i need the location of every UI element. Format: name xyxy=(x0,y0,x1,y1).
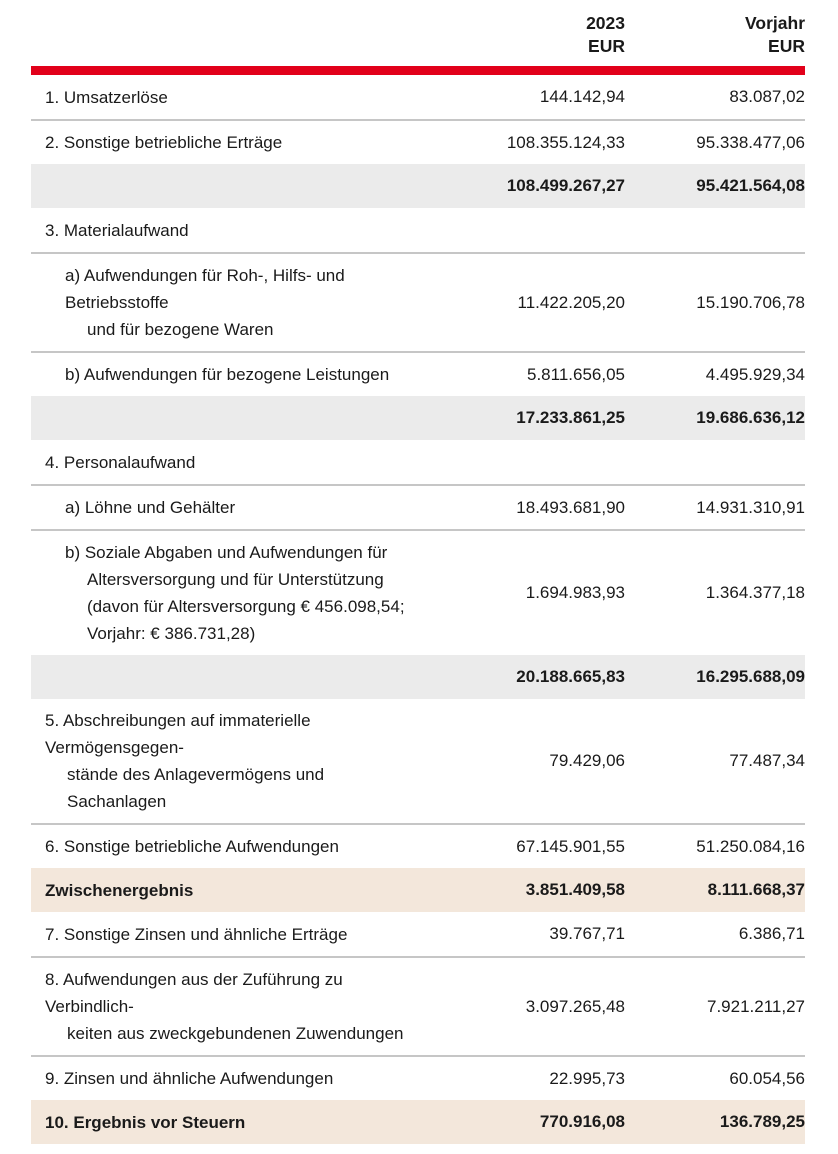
table-row: 3. Materialaufwand xyxy=(31,208,805,252)
value-current-year: 3.851.409,58 xyxy=(525,880,625,899)
table-row: 7. Sonstige Zinsen und ähnliche Erträge 3… xyxy=(31,912,805,956)
value-prior-year: 8.111.668,37 xyxy=(707,880,805,899)
accent-bar xyxy=(31,66,805,75)
table-row: a) Löhne und Gehälter 18.493.681,90 14.931… xyxy=(31,484,805,529)
table-row: 6. Sonstige betriebliche Aufwendungen 67.… xyxy=(31,823,805,868)
row-label: 7. Sonstige Zinsen und ähnliche Erträge xyxy=(45,924,348,944)
value-prior-year: 51.250.084,16 xyxy=(696,836,805,856)
value-prior-year: 136.789,25 xyxy=(719,1112,805,1131)
table-row: 108.499.267,27 95.421.564,08 xyxy=(31,164,805,208)
value-current-year: 1.694.983,93 xyxy=(525,583,625,602)
value-prior-year: 83.087,02 xyxy=(729,87,805,106)
table-body: 1. Umsatzerlöse 144.142,94 83.087,02 2. Son… xyxy=(31,75,805,1154)
column-header-prior-unit: EUR xyxy=(768,36,805,56)
table-row: 5. Abschreibungen auf immaterielle Vermö… xyxy=(31,699,805,823)
value-current-year: 20.188.665,83 xyxy=(516,667,625,686)
value-current-year: 22.995,73 xyxy=(549,1068,625,1088)
column-header-prior: Vorjahr EUR xyxy=(625,12,805,58)
value-prior-year: 15.190.706,78 xyxy=(696,292,805,312)
value-current-year: 108.355.124,33 xyxy=(506,132,625,152)
table-row: 2. Sonstige betriebliche Erträge 108.355.… xyxy=(31,119,805,164)
row-label: 10. Ergebnis vor Steuern xyxy=(45,1112,246,1132)
table-row: a) Aufwendungen für Roh-, Hilfs- und Bet… xyxy=(31,252,805,351)
table-row: 9. Zinsen und ähnliche Aufwendungen 22.99… xyxy=(31,1055,805,1100)
row-label: b) Soziale Abgaben und Aufwendungen für A… xyxy=(65,543,405,643)
value-prior-year: 16.295.688,09 xyxy=(696,667,805,686)
row-label: 8. Aufwendungen aus der Zuführung zu Ver… xyxy=(45,970,404,1043)
row-label: 6. Sonstige betriebliche Aufwendungen xyxy=(45,837,339,856)
row-label: a) Löhne und Gehälter xyxy=(65,498,236,517)
column-header-year: 2023 xyxy=(586,13,625,33)
row-label: 9. Zinsen und ähnliche Aufwendungen xyxy=(45,1069,334,1088)
row-label: 5. Abschreibungen auf immaterielle Vermö… xyxy=(45,711,325,811)
value-prior-year: 95.338.477,06 xyxy=(696,132,805,152)
table-row: 10. Ergebnis vor Steuern 770.916,08 136.78… xyxy=(31,1100,805,1144)
row-label: 2. Sonstige betriebliche Erträge xyxy=(45,133,283,152)
value-prior-year: 4.495.929,34 xyxy=(705,364,805,384)
value-current-year: 144.142,94 xyxy=(539,87,625,106)
value-current-year: 67.145.901,55 xyxy=(516,836,625,856)
value-current-year: 39.767,71 xyxy=(549,924,625,943)
table-row: 1. Umsatzerlöse 144.142,94 83.087,02 xyxy=(31,75,805,119)
column-header-year-unit: EUR xyxy=(588,36,625,56)
header-spacer xyxy=(31,12,435,58)
row-label: a) Aufwendungen für Roh-, Hilfs- und Bet… xyxy=(65,266,345,339)
table-row: 11. Sonstige Steuern290.332,80215.894,14 xyxy=(31,1144,805,1154)
value-prior-year: 77.487,34 xyxy=(729,751,805,770)
value-prior-year: 7.921.211,27 xyxy=(707,996,805,1016)
profit-loss-table: 2023 EUR Vorjahr EUR 1. Umsatzerlöse 144.… xyxy=(31,12,805,1154)
value-current-year: 3.097.265,48 xyxy=(525,996,625,1016)
value-current-year: 11.422.205,20 xyxy=(517,292,625,312)
table-row: 4. Personalaufwand xyxy=(31,440,805,484)
table-row: 8. Aufwendungen aus der Zuführung zu Ver… xyxy=(31,956,805,1055)
row-label: 3. Materialaufwand xyxy=(45,220,189,240)
value-prior-year: 1.364.377,18 xyxy=(705,583,805,602)
value-prior-year: 6.386,71 xyxy=(738,924,805,943)
column-header-current: 2023 EUR xyxy=(435,12,625,58)
value-prior-year: 95.421.564,08 xyxy=(696,176,805,195)
table-row: b) Soziale Abgaben und Aufwendungen für A… xyxy=(31,529,805,655)
column-header-prior-label: Vorjahr xyxy=(745,13,805,33)
table-row: 20.188.665,83 16.295.688,09 xyxy=(31,655,805,699)
value-current-year: 79.429,06 xyxy=(549,751,625,770)
row-label: 4. Personalaufwand xyxy=(45,452,196,472)
table-row: b) Aufwendungen für bezogene Leistungen 5… xyxy=(31,351,805,396)
table-header: 2023 EUR Vorjahr EUR xyxy=(31,12,805,66)
value-current-year: 5.811.656,05 xyxy=(527,364,625,384)
value-current-year: 17.233.861,25 xyxy=(516,408,625,427)
value-current-year: 18.493.681,90 xyxy=(516,497,625,517)
row-label: b) Aufwendungen für bezogene Leistungen xyxy=(65,365,390,384)
table-row: 17.233.861,25 19.686.636,12 xyxy=(31,396,805,440)
value-prior-year: 19.686.636,12 xyxy=(696,408,805,427)
table-row: Zwischenergebnis 3.851.409,58 8.111.668,37 xyxy=(31,868,805,912)
row-label: Zwischenergebnis xyxy=(45,880,194,900)
value-current-year: 108.499.267,27 xyxy=(506,176,625,195)
value-prior-year: 14.931.310,91 xyxy=(696,497,805,517)
row-label: 1. Umsatzerlöse xyxy=(45,87,168,107)
value-current-year: 770.916,08 xyxy=(539,1112,625,1131)
value-prior-year: 60.054,56 xyxy=(729,1068,805,1088)
